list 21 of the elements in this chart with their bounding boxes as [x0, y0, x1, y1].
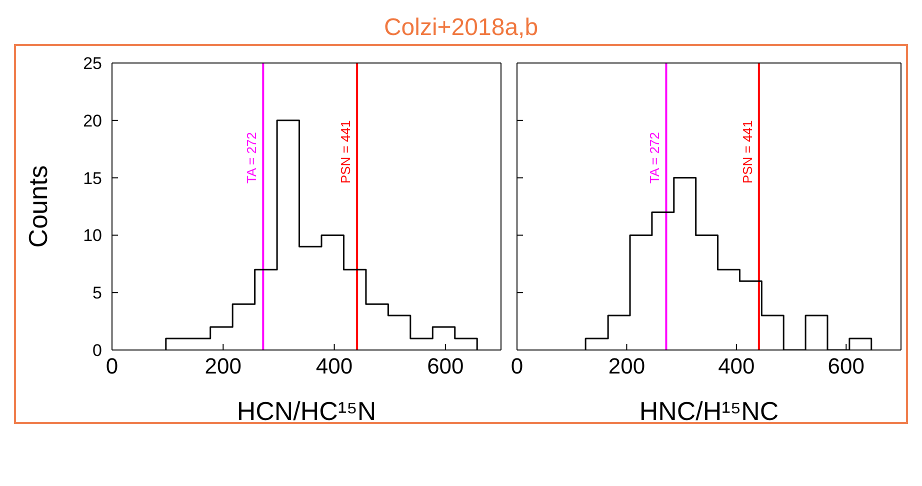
ref-line-label: PSN = 441	[338, 120, 354, 184]
y-axis-title: Counts	[23, 165, 54, 248]
chart-title: Colzi+2018a,b	[382, 14, 540, 43]
y-tick-label: 25	[83, 54, 102, 74]
y-tick-label: 10	[83, 226, 102, 246]
x-tick-label: 600	[828, 354, 864, 379]
ref-line-label: TA = 272	[244, 132, 260, 184]
y-tick-label: 5	[92, 284, 102, 303]
ref-line-label: PSN = 441	[740, 120, 755, 184]
x-tick-label: 0	[510, 354, 524, 379]
x-tick-label: 400	[316, 354, 353, 379]
x-axis-title: HCN/HC¹⁵N	[236, 396, 376, 426]
ref-line-label: TA = 272	[647, 132, 662, 184]
y-tick-label: 20	[83, 111, 102, 130]
x-tick-label: 400	[718, 354, 755, 379]
y-tick-label: 0	[92, 341, 102, 360]
x-tick-label: 200	[204, 354, 242, 379]
x-tick-label: 600	[427, 354, 464, 379]
x-tick-label: 200	[608, 354, 646, 379]
y-tick-label: 15	[83, 168, 102, 188]
x-axis-title: HNC/H¹⁵NC	[639, 396, 779, 426]
